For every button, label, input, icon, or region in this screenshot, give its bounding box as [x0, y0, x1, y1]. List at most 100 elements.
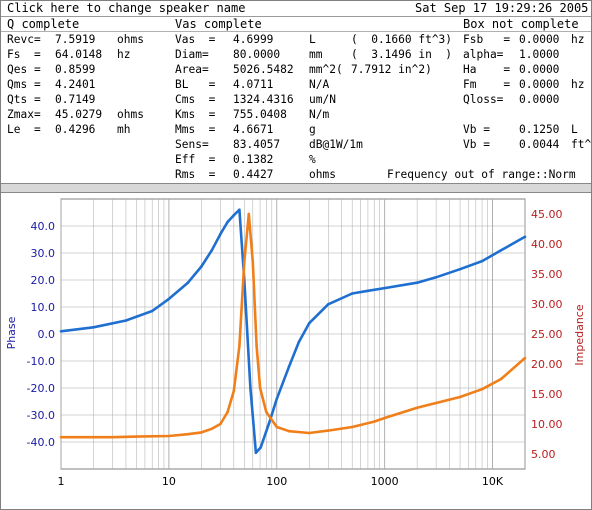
impedance-point — [480, 387, 484, 391]
impedance-point — [434, 401, 438, 405]
frequency-axis-ticks: 1 10 100 1000 10K — [58, 475, 504, 488]
frequency-tick-label: 1 — [58, 475, 65, 488]
param-unit: ohms — [309, 168, 336, 181]
impedance-point — [402, 410, 405, 414]
param-name: Fm = — [463, 78, 511, 91]
impedance-point — [219, 422, 222, 426]
param-unit: mh — [117, 123, 131, 136]
phase-point — [259, 446, 263, 449]
param-name: Fsb = — [463, 33, 511, 46]
phase-tick-label: -10.0 — [27, 355, 55, 368]
param-value: 45.0279 — [55, 108, 103, 121]
param-unit: N/A — [309, 78, 330, 91]
q-section-status: Q complete — [7, 17, 80, 31]
frequency-response-chart: 40.030.020.010.00.0-10.0-20.0-30.0-40.0 … — [5, 198, 586, 488]
param-value: 0.0000 — [519, 78, 560, 91]
impedance-tick-label: 40.00 — [531, 238, 563, 251]
phase-tick-label: 30.0 — [31, 247, 56, 260]
impedance-point — [458, 395, 462, 399]
phase-tick-label: -20.0 — [27, 382, 55, 395]
status-message: Frequency out of range::Norm — [387, 168, 576, 181]
phase-point — [59, 330, 63, 333]
param-value: 0.4296 — [55, 123, 96, 136]
phase-point — [458, 267, 462, 271]
phase-point — [226, 220, 229, 224]
frequency-tick-label: 100 — [266, 475, 287, 488]
phase-point — [275, 397, 279, 401]
param-value: 0.1250 — [519, 123, 560, 136]
phase-point — [523, 235, 527, 239]
speaker-name-prompt[interactable]: Click here to change speaker name — [7, 1, 246, 15]
panel-splitter[interactable] — [1, 183, 591, 193]
param-unit: L — [309, 33, 316, 46]
phase-point — [366, 289, 370, 293]
param-name: Area= — [175, 63, 209, 76]
phase-point — [499, 249, 503, 252]
param-unit: dB@1W/1m — [309, 138, 363, 151]
phase-tick-label: -30.0 — [27, 409, 55, 422]
phase-point — [383, 286, 386, 290]
impedance-axis-label: Impedance — [573, 304, 586, 365]
impedance-point — [287, 429, 291, 433]
phase-point — [238, 208, 241, 212]
param-value: 64.0148 — [55, 48, 103, 61]
param-unit: N/m — [309, 108, 330, 121]
impedance-point — [265, 410, 268, 414]
param-name: Vb = — [463, 123, 490, 136]
impedance-point — [523, 356, 527, 360]
frequency-tick-label: 10K — [482, 475, 504, 488]
param-unit: um/N — [309, 93, 336, 106]
frequency-tick-label: 1000 — [371, 475, 399, 488]
phase-point — [267, 421, 271, 425]
param-value: 0.4427 — [233, 168, 274, 181]
impedance-point — [238, 344, 241, 348]
impedance-point — [200, 431, 203, 434]
param-unit: g — [309, 123, 316, 136]
impedance-point — [135, 435, 138, 438]
impedance-point — [255, 344, 258, 348]
param-value: 4.2401 — [55, 78, 96, 91]
param-value: 4.6671 — [233, 123, 274, 136]
param-name: Mms = — [175, 123, 216, 136]
param-name: Rms = — [175, 168, 216, 181]
param-value: 0.8599 — [55, 63, 96, 76]
impedance-tick-label: 20.00 — [531, 358, 563, 371]
phase-point — [200, 265, 203, 268]
phase-tick-label: 40.0 — [31, 220, 56, 233]
title-bar[interactable]: Click here to change speaker name Sat Se… — [1, 1, 591, 17]
param-unit: ohms — [117, 108, 144, 121]
impedance-point — [186, 432, 190, 436]
box-section-status: Box not complete — [463, 17, 579, 31]
impedance-tick-label: 5.00 — [531, 448, 556, 461]
param-alt-unit: ( 0.1660 ft^3) — [351, 33, 453, 46]
grid — [60, 199, 526, 469]
param-unit: mm — [309, 48, 323, 61]
phase-point — [249, 386, 252, 390]
impedance-point — [232, 389, 236, 393]
impedance-point — [247, 212, 251, 216]
impedance-tick-label: 35.00 — [531, 268, 563, 281]
param-value: 4.0711 — [233, 78, 274, 91]
impedance-point — [307, 431, 311, 435]
impedance-tick-label: 25.00 — [531, 328, 563, 341]
phase-point — [326, 303, 330, 306]
impedance-point — [226, 410, 229, 414]
phase-point — [480, 259, 484, 263]
param-value: 0.0000 — [519, 33, 560, 46]
param-unit: mm^2( — [309, 63, 343, 76]
impedance-point — [242, 260, 246, 264]
phase-tick-label: 0.0 — [38, 328, 56, 341]
phase-point — [434, 276, 438, 279]
param-name: Le = — [7, 123, 41, 136]
phase-tick-label: 20.0 — [31, 274, 56, 287]
impedance-point — [210, 427, 214, 431]
impedance-tick-label: 45.00 — [531, 208, 563, 221]
phase-point — [307, 321, 311, 325]
param-unit: ft^3 — [571, 138, 592, 151]
param-name: Zmax= — [7, 108, 41, 121]
param-name: Kms = — [175, 108, 216, 121]
impedance-point — [499, 377, 503, 381]
param-name: Diam= — [175, 48, 209, 61]
phase-point — [219, 232, 222, 236]
param-name: Vas = — [175, 33, 216, 46]
